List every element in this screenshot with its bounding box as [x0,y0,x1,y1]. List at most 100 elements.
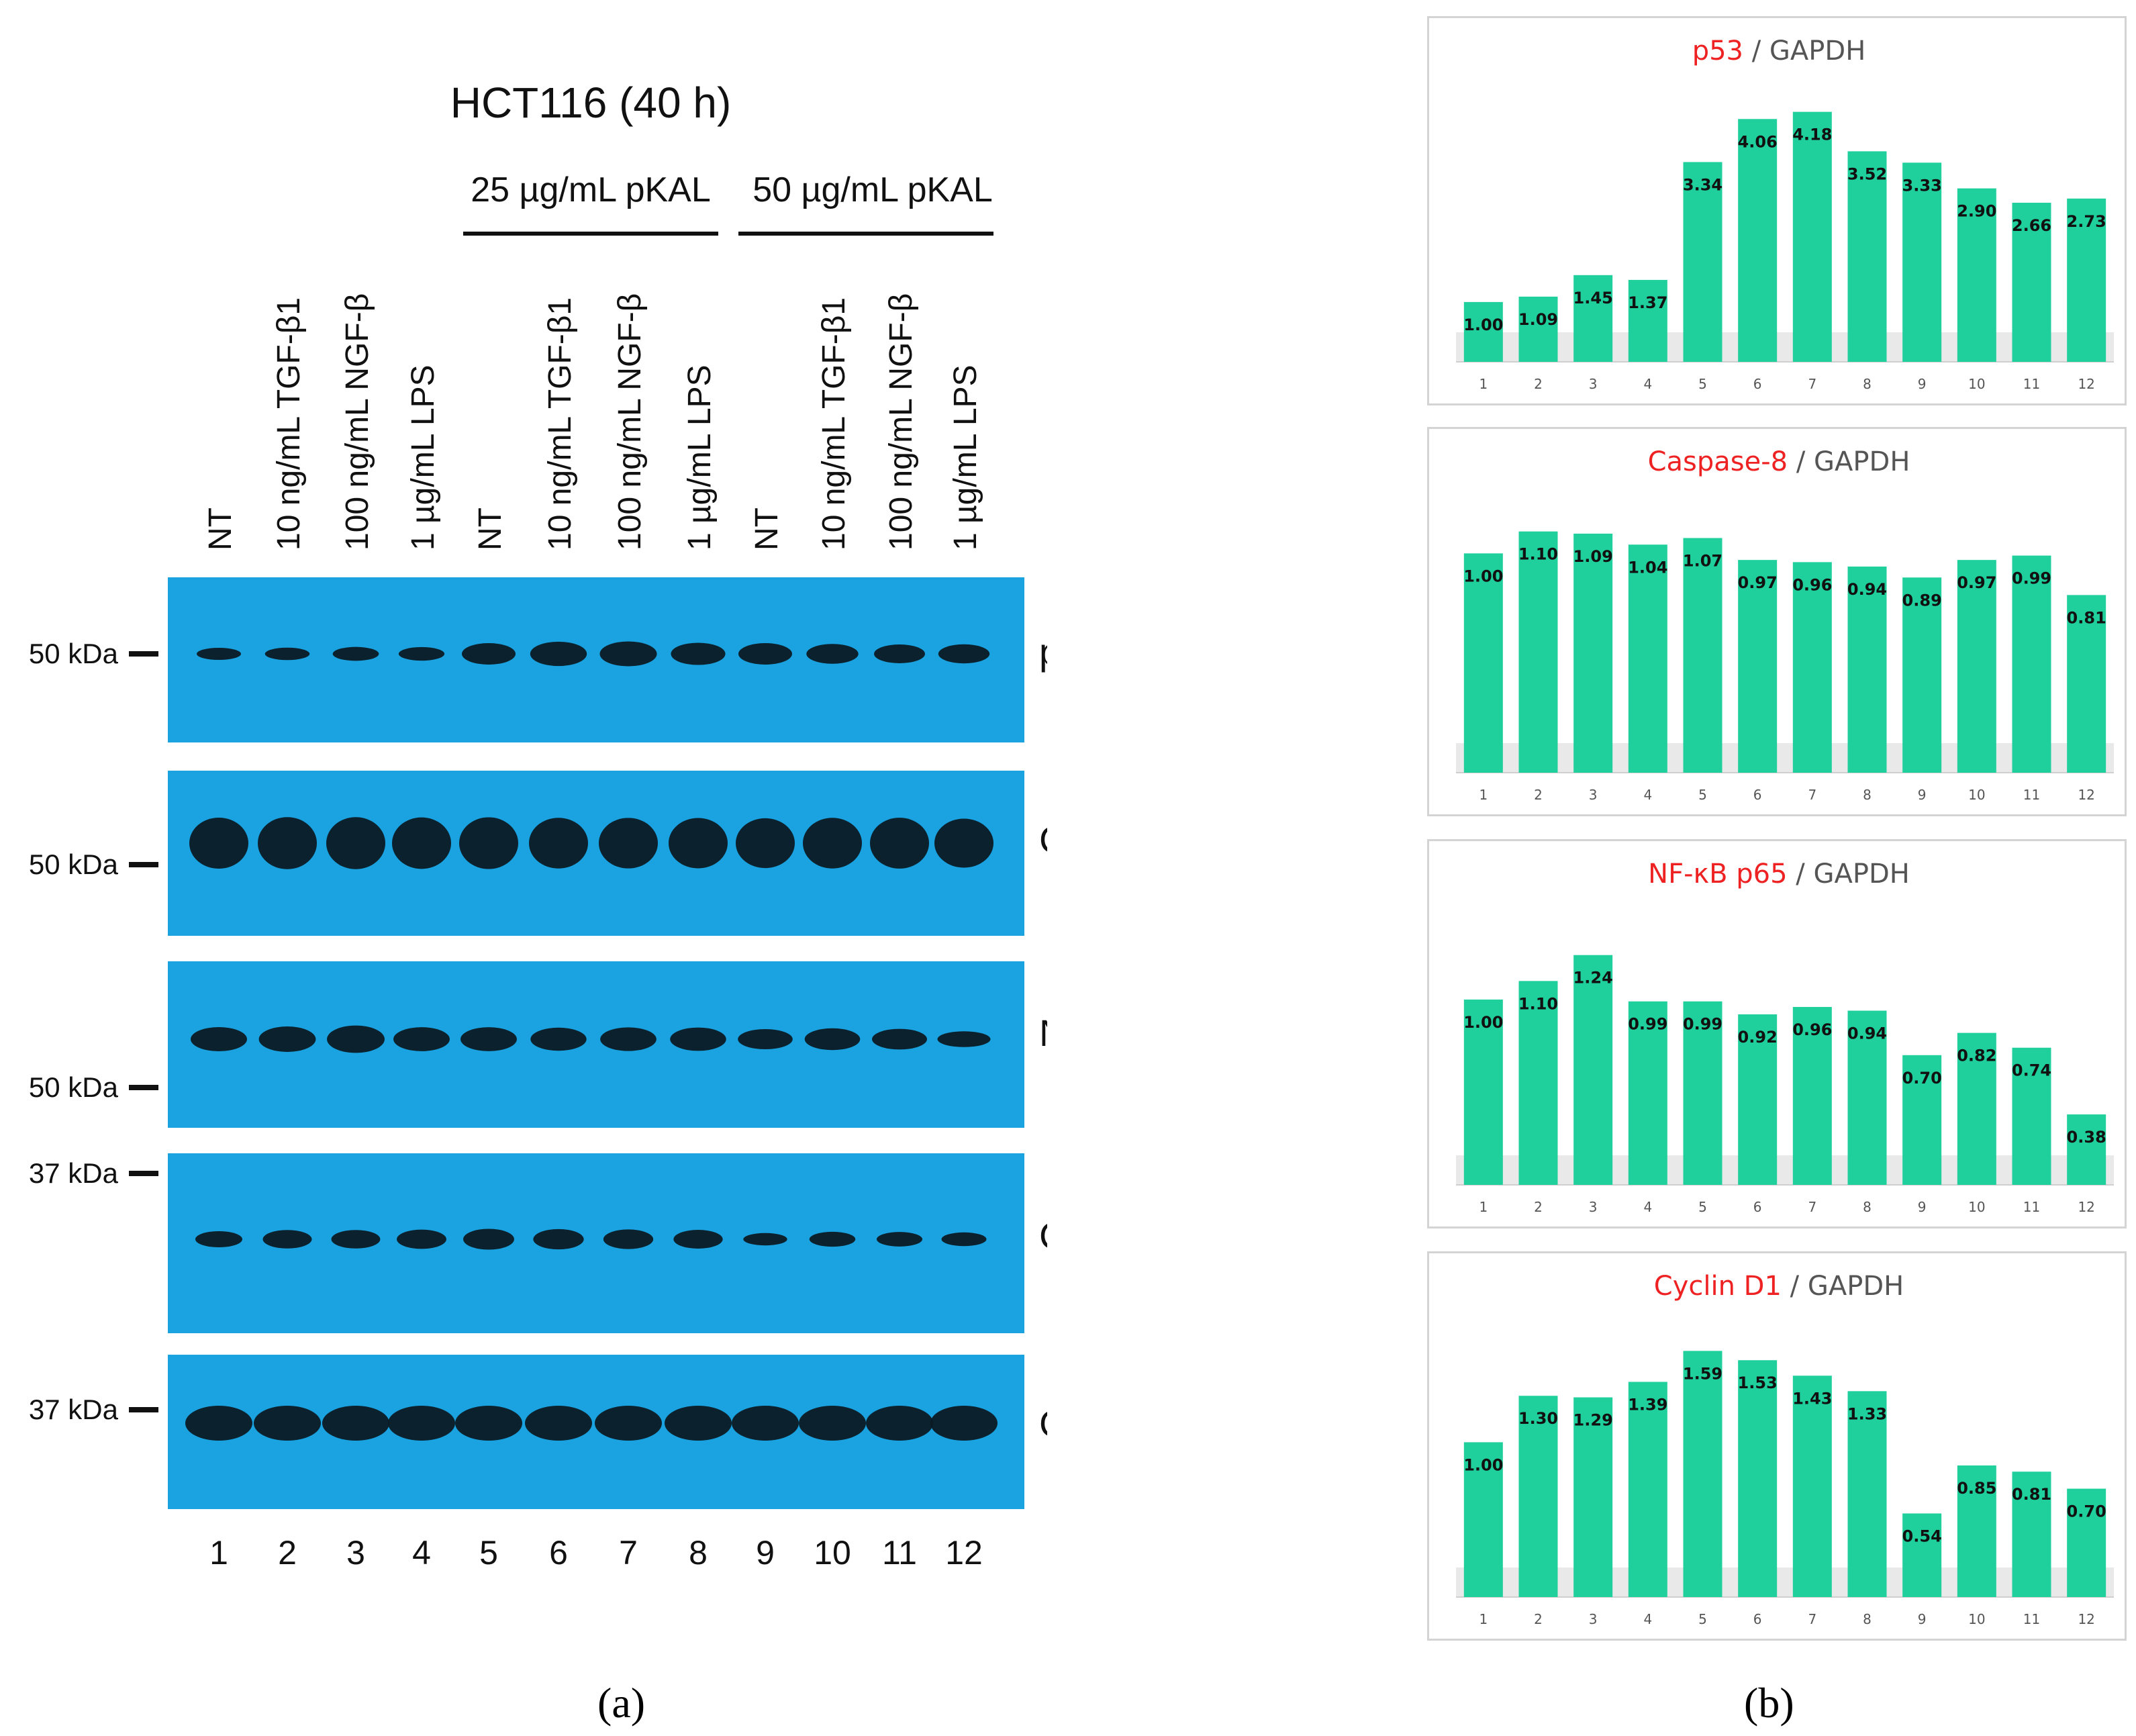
bar-value-label: 0.81 [2067,608,2106,627]
x-tick-label: 1 [1479,787,1488,803]
band [870,818,929,869]
lane-label: 1 µg/mL LPS [948,365,983,550]
x-tick-label: 4 [1643,376,1652,392]
lane-label: NT [203,508,238,550]
x-tick-label: 4 [1643,1611,1652,1627]
bar [1902,162,1942,362]
protein-label: NF-κB p65 [1039,1012,1047,1054]
bar-value-label: 0.92 [1738,1028,1778,1047]
band [397,1229,446,1249]
band [463,1228,514,1250]
bar-value-label: 0.96 [1792,1020,1832,1039]
x-tick-label: 10 [1968,1199,1985,1215]
chart-caspase8-gapdh: Caspase-8 / GAPDH 1.00 1 1.10 2 1.09 3 1.04 4 1.0… [1427,427,2127,816]
bar [1738,119,1778,363]
band [738,1029,793,1049]
panel-a-caption: (a) [597,1679,646,1727]
band [185,1406,252,1441]
band [191,1027,247,1051]
bar [1957,188,1996,362]
bar [1628,1001,1667,1185]
chart-title: Cyclin D1 / GAPDH [1654,1271,1904,1302]
x-tick-label: 8 [1863,1611,1872,1627]
kda-marker: 50 kDa [29,638,119,669]
bar-value-label: 1.24 [1573,969,1613,987]
protein-label: p53 [1039,630,1047,673]
bar-value-label: 1.33 [1847,1404,1887,1423]
blot-title: HCT116 (40 h) [450,79,732,127]
x-tick-label: 10 [1968,376,1985,392]
band [934,818,993,868]
x-tick-label: 7 [1808,1199,1816,1215]
x-tick-label: 1 [1479,1199,1488,1215]
band [392,817,451,869]
kda-marker: 50 kDa [29,849,119,880]
band [530,1027,587,1051]
band [872,1028,927,1050]
x-tick-label: 7 [1808,376,1816,392]
lane-number: 9 [756,1534,775,1572]
band [732,1406,799,1441]
bar-value-label: 1.00 [1463,567,1503,585]
x-tick-label: 6 [1753,1199,1762,1215]
band [393,1027,450,1051]
x-tick-label: 5 [1698,1611,1707,1627]
bar-value-label: 0.94 [1847,1024,1887,1043]
bar-value-label: 0.99 [1683,1015,1722,1034]
bar [1518,981,1558,1185]
bar [2012,203,2051,362]
bar [2067,198,2106,362]
band [461,642,516,665]
bar [1683,538,1722,773]
x-tick-label: 11 [2023,1199,2040,1215]
x-tick-label: 10 [1968,787,1985,803]
bar-value-label: 0.89 [1902,591,1942,610]
bar [1463,553,1503,773]
x-tick-label: 9 [1918,1199,1927,1215]
bar-value-label: 0.74 [2012,1061,2051,1080]
bar-value-label: 0.85 [1957,1479,1996,1498]
band [669,818,728,869]
western-blot-figure: HCT116 (40 h) 25 µg/mL pKAL 50 µg/mL pKAL N… [29,79,1047,1572]
band [189,818,248,869]
x-tick-label: 5 [1698,787,1707,803]
x-tick-label: 11 [2023,376,2040,392]
group-label: 50 µg/mL pKAL [753,171,993,209]
bar-value-label: 1.29 [1573,1411,1613,1430]
bar [2012,1472,2051,1597]
bar-value-label: 1.00 [1463,1455,1503,1474]
bar [1573,533,1613,773]
bar [1463,999,1503,1185]
lane-label: 10 ng/mL TGF-β1 [271,297,307,550]
bar [1518,296,1558,362]
bar-value-label: 1.53 [1738,1373,1778,1392]
band [460,1027,517,1051]
bar-value-label: 1.30 [1518,1409,1558,1428]
band [673,1230,723,1249]
chart-title-ref: / GAPDH [1788,446,1910,477]
x-tick-label: 9 [1918,376,1927,392]
x-tick-label: 9 [1918,787,1927,803]
x-tick-label: 9 [1918,1611,1927,1627]
band [600,1027,657,1051]
bar-value-label: 1.00 [1463,1013,1503,1032]
band [599,641,657,667]
bar-value-label: 0.82 [1957,1047,1996,1065]
marker-tick [129,862,158,867]
marker-tick [129,1407,158,1412]
bar [1792,111,1832,362]
x-tick-label: 7 [1808,1611,1816,1627]
bar-value-label: 2.66 [2012,216,2051,235]
x-tick-label: 5 [1698,1199,1707,1215]
floor-shadow [1456,332,2114,362]
band [595,1406,662,1441]
chart-title-ref: / GAPDH [1743,36,1865,66]
band [195,1231,242,1247]
chart-title-protein: p53 [1692,36,1743,66]
band [459,817,518,869]
lane-number: 6 [549,1534,568,1572]
chart-title-protein: Cyclin D1 [1654,1271,1782,1302]
bar [1738,1360,1778,1597]
bar-value-label: 0.94 [1847,580,1887,599]
